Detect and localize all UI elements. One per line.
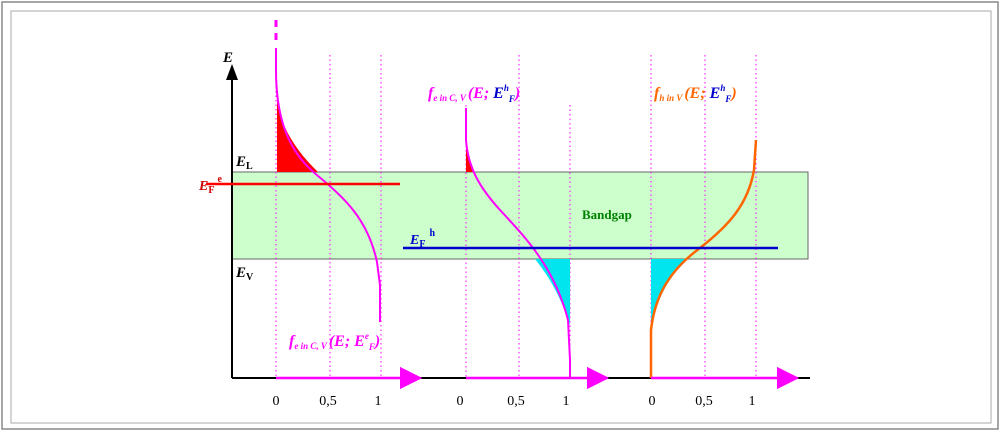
panel2-fermi-curve — [465, 108, 571, 378]
energy-axis-arrowhead — [226, 64, 238, 80]
panel2-ticks: 0 0,5 1 — [457, 394, 570, 409]
bandgap-region — [231, 171, 809, 260]
panel2-electron-fill — [466, 143, 474, 172]
panel3-formula: fh in V (E; EhF) — [654, 83, 737, 104]
inner-frame — [10, 10, 992, 424]
panel1-ticks: 0 0,5 1 — [273, 394, 382, 409]
bandgap-label: Bandgap — [582, 207, 632, 222]
hole-fermi-label: EFh — [409, 228, 435, 250]
panel1-fermi-curve — [275, 48, 381, 322]
energy-axis-label: E — [222, 50, 233, 66]
panel2-formula: fe in C, V (E; EhF) — [428, 83, 520, 104]
panel2-hole-fill — [535, 259, 570, 325]
tick-label: 0,5 — [507, 394, 525, 409]
tick-label: 1 — [749, 394, 756, 409]
tick-label: 0,5 — [695, 394, 713, 409]
panel1-electron-fill — [277, 100, 318, 172]
tick-label: 0 — [273, 394, 280, 409]
electron-fermi-label: EFe — [198, 174, 222, 196]
tick-label: 1 — [375, 394, 382, 409]
panel3-hole-fill — [651, 259, 687, 325]
valence-level-label: EV — [235, 265, 254, 283]
tick-label: 0,5 — [319, 394, 337, 409]
panel1-formula: fe in C, V (E; EeF) — [289, 331, 380, 352]
tick-label: 1 — [563, 394, 570, 409]
tick-label: 0 — [649, 394, 656, 409]
panel3-ticks: 0 0,5 1 — [649, 394, 756, 409]
conduction-level-label: EL — [235, 154, 253, 172]
tick-label: 0 — [457, 394, 464, 409]
